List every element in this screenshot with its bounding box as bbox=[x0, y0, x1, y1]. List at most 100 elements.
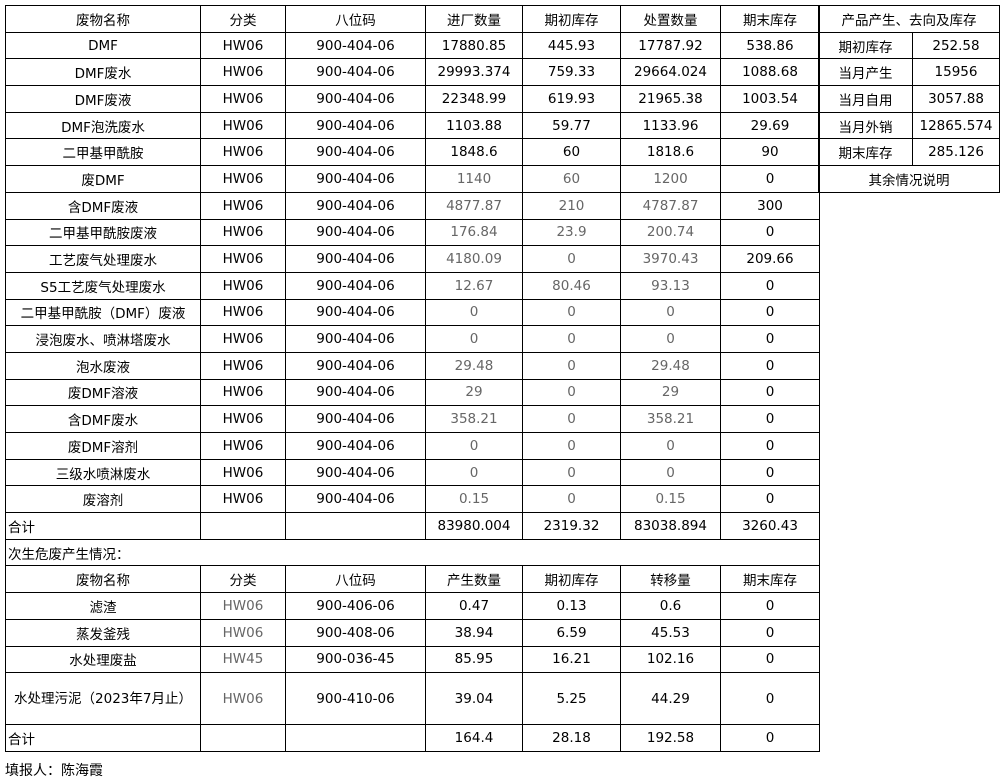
table-cell: 3970.43 bbox=[620, 245, 721, 273]
table-cell: 0 bbox=[720, 618, 820, 647]
table-cell: 29 bbox=[425, 378, 523, 407]
table-cell: 29993.374 bbox=[425, 58, 523, 87]
total-cell: 83980.004 bbox=[425, 512, 523, 540]
table-cell: 29.69 bbox=[720, 111, 820, 140]
table-cell: 滤渣 bbox=[5, 592, 201, 620]
table-cell: 60 bbox=[522, 165, 621, 193]
column-header: 产生数量 bbox=[425, 565, 523, 594]
total-cell bbox=[200, 724, 286, 752]
table-cell: HW06 bbox=[200, 351, 286, 380]
table-cell: HW06 bbox=[200, 85, 286, 113]
table-cell: 浸泡废水、喷淋塔废水 bbox=[5, 325, 201, 353]
table-cell: DMF废水 bbox=[5, 58, 201, 87]
table-cell: 17880.85 bbox=[425, 31, 523, 60]
secondary-header-row: 废物名称 分类 八位码 产生数量 期初库存 转移量 期末库存 bbox=[5, 565, 820, 594]
table-cell: 0 bbox=[720, 271, 820, 300]
table-cell: 0 bbox=[522, 245, 621, 273]
table-row: 二甲基甲酰胺废液 HW06 900-404-06 176.84 23.9 200.74 0 bbox=[5, 218, 820, 247]
table-cell: 0 bbox=[720, 405, 820, 433]
table-cell: 0 bbox=[425, 458, 523, 487]
table-cell: 17787.92 bbox=[620, 31, 721, 60]
section-title: 产品产生、去向及库存 bbox=[818, 5, 1000, 33]
table-row: DMF泡洗废水 HW06 900-404-06 1103.88 59.77 1133.96… bbox=[5, 111, 820, 140]
table-cell: 1140 bbox=[425, 165, 523, 193]
total-cell: 192.58 bbox=[620, 724, 721, 752]
table-cell: 29.48 bbox=[425, 351, 523, 380]
secondary-title-row: 次生危废产生情况： bbox=[5, 538, 820, 567]
table-cell: 0 bbox=[720, 458, 820, 487]
table-cell: 0 bbox=[522, 378, 621, 407]
column-header: 废物名称 bbox=[5, 565, 201, 594]
product-row: 当月自用 3057.88 bbox=[818, 85, 1000, 113]
note-row: 其余情况说明 bbox=[818, 165, 1000, 193]
table-cell: 900-404-06 bbox=[285, 432, 426, 460]
table-cell: 6.59 bbox=[522, 618, 621, 647]
table-row: 含DMF废水 HW06 900-404-06 358.21 0 358.21 0 bbox=[5, 405, 820, 433]
table-cell: 200.74 bbox=[620, 218, 721, 247]
table-cell: 23.9 bbox=[522, 218, 621, 247]
product-row: 当月产生 15956 bbox=[818, 58, 1000, 87]
table-cell: 59.77 bbox=[522, 111, 621, 140]
table-cell: HW06 bbox=[200, 672, 286, 726]
table-cell: HW06 bbox=[200, 432, 286, 460]
table-cell: 900-404-06 bbox=[285, 458, 426, 487]
table-cell: 1818.6 bbox=[620, 138, 721, 167]
table-cell: 900-404-06 bbox=[285, 165, 426, 193]
table-cell: 0 bbox=[720, 165, 820, 193]
table-cell: 0 bbox=[720, 485, 820, 514]
waste-table: 废物名称 分类 八位码 进厂数量 期初库存 处置数量 期末库存 DMF HW06 900-404-… bbox=[5, 5, 820, 752]
table-cell: 5.25 bbox=[522, 672, 621, 726]
table-row: 废DMF溶液 HW06 900-404-06 29 0 29 0 bbox=[5, 378, 820, 407]
table-row: 废DMF HW06 900-404-06 1140 60 1200 0 bbox=[5, 165, 820, 193]
table-cell: 38.94 bbox=[425, 618, 523, 647]
table-cell: 29.48 bbox=[620, 351, 721, 380]
column-header: 处置数量 bbox=[620, 5, 721, 33]
table-cell: 102.16 bbox=[620, 645, 721, 674]
total-cell bbox=[285, 512, 426, 540]
product-row: 期初库存 252.58 bbox=[818, 31, 1000, 60]
total-cell: 2319.32 bbox=[522, 512, 621, 540]
total-cell bbox=[285, 724, 426, 752]
product-row: 期末库存 285.126 bbox=[818, 138, 1000, 167]
table-cell: 4877.87 bbox=[425, 191, 523, 220]
table-cell: 900-404-06 bbox=[285, 85, 426, 113]
table-cell: HW06 bbox=[200, 111, 286, 140]
table-cell: HW06 bbox=[200, 271, 286, 300]
table-row: 工艺废气处理废水 HW06 900-404-06 4180.09 0 3970.43 209… bbox=[5, 245, 820, 273]
table-cell: 0.6 bbox=[620, 592, 721, 620]
table-cell: 工艺废气处理废水 bbox=[5, 245, 201, 273]
table-cell: 358.21 bbox=[425, 405, 523, 433]
table-cell: 三级水喷淋废水 bbox=[5, 458, 201, 487]
table-cell: 0 bbox=[620, 298, 721, 327]
table-cell: 445.93 bbox=[522, 31, 621, 60]
column-header: 废物名称 bbox=[5, 5, 201, 33]
table-cell: 含DMF废液 bbox=[5, 191, 201, 220]
table-cell: 900-404-06 bbox=[285, 31, 426, 60]
table-row: DMF废液 HW06 900-404-06 22348.99 619.93 21965.3… bbox=[5, 85, 820, 113]
table-row: 废溶剂 HW06 900-404-06 0.15 0 0.15 0 bbox=[5, 485, 820, 514]
table-row: 蒸发釜残 HW06 900-408-06 38.94 6.59 45.53 0 bbox=[5, 618, 820, 647]
table-cell: HW06 bbox=[200, 298, 286, 327]
table-cell: 0 bbox=[720, 378, 820, 407]
table-cell: 0 bbox=[522, 432, 621, 460]
table-row: DMF HW06 900-404-06 17880.85 445.93 17787.92 5… bbox=[5, 31, 820, 60]
table-cell: 900-404-06 bbox=[285, 191, 426, 220]
table-cell: 900-404-06 bbox=[285, 298, 426, 327]
table-cell: HW06 bbox=[200, 378, 286, 407]
column-header: 期末库存 bbox=[720, 565, 820, 594]
table-cell: 废DMF溶液 bbox=[5, 378, 201, 407]
table-cell: 废溶剂 bbox=[5, 485, 201, 514]
table-row: 废DMF溶剂 HW06 900-404-06 0 0 0 0 bbox=[5, 432, 820, 460]
total-cell: 0 bbox=[720, 724, 820, 752]
table-cell: 0 bbox=[522, 485, 621, 514]
table-cell: 900-404-06 bbox=[285, 351, 426, 380]
table-cell: DMF bbox=[5, 31, 201, 60]
table-cell: 209.66 bbox=[720, 245, 820, 273]
product-value: 12865.574 bbox=[912, 111, 1000, 140]
table-cell: 含DMF废水 bbox=[5, 405, 201, 433]
product-value: 252.58 bbox=[912, 31, 1000, 60]
column-header: 期末库存 bbox=[720, 5, 820, 33]
table-cell: 900-404-06 bbox=[285, 58, 426, 87]
table-cell: 900-404-06 bbox=[285, 245, 426, 273]
total-cell: 3260.43 bbox=[720, 512, 820, 540]
